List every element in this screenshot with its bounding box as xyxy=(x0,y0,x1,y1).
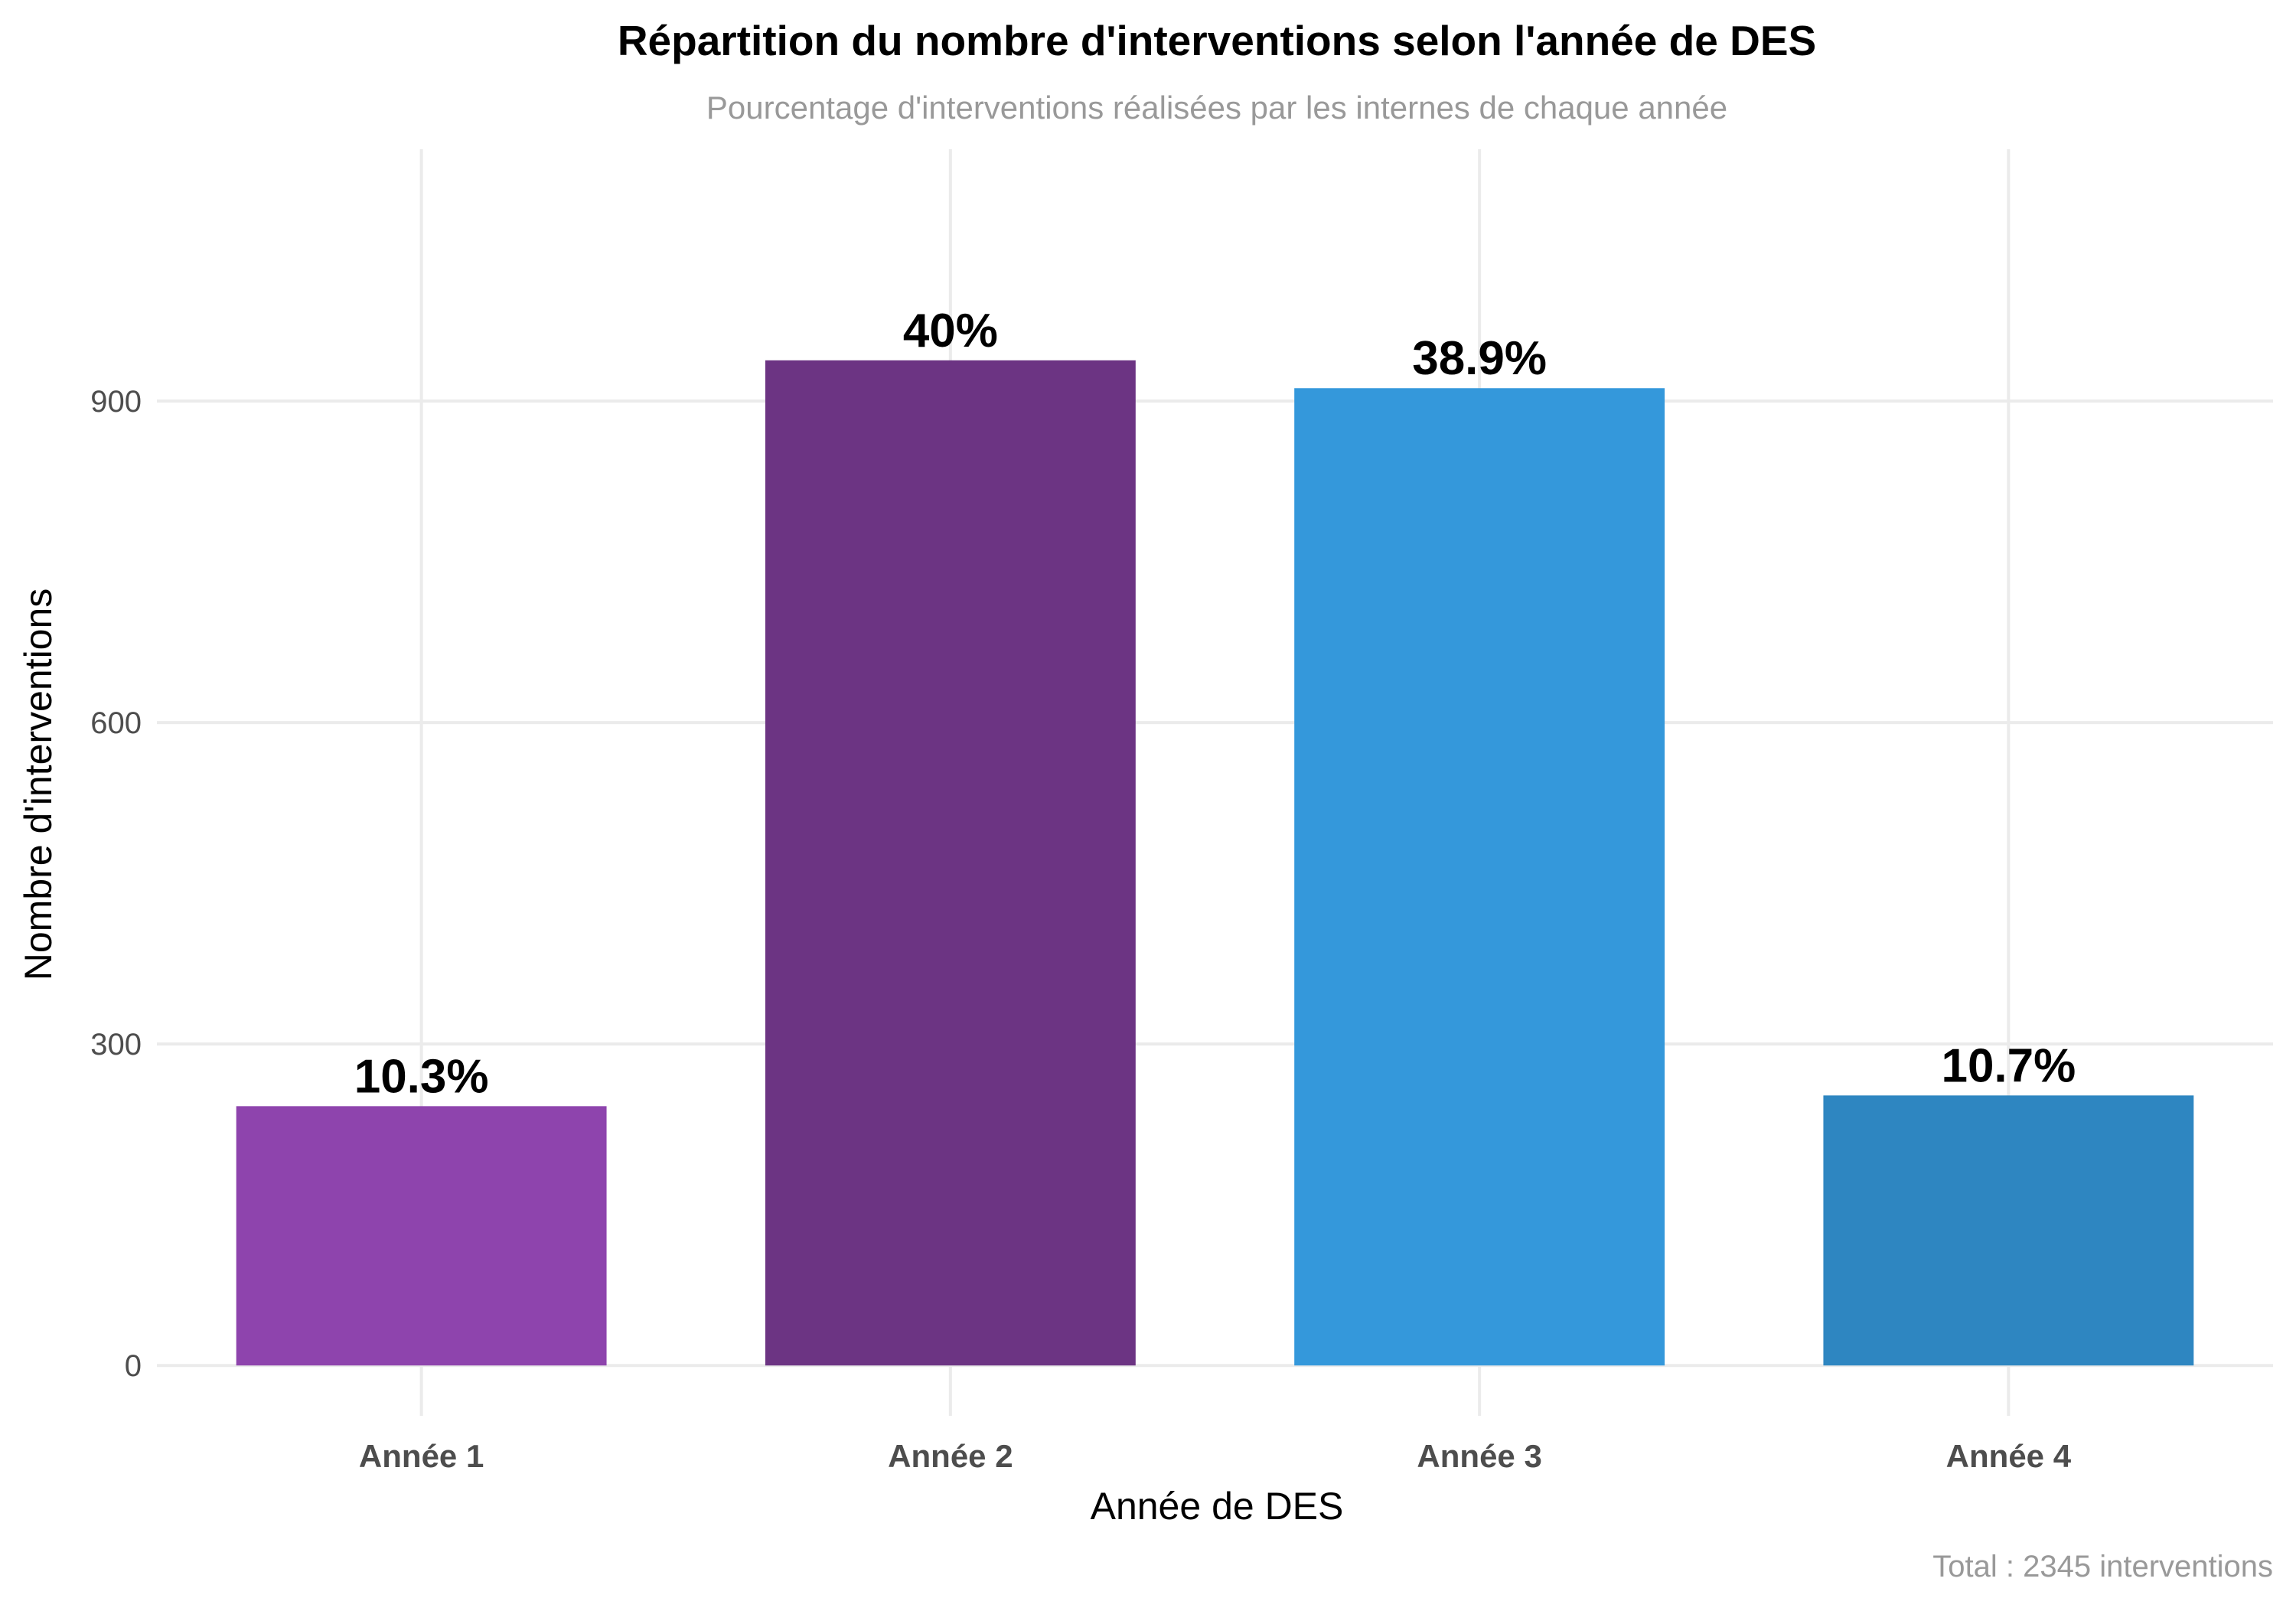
x-axis-title: Année de DES xyxy=(1091,1485,1344,1528)
bar-value-label: 10.7% xyxy=(1941,1039,2076,1092)
chart-subtitle: Pourcentage d'interventions réalisées pa… xyxy=(706,90,1727,126)
y-axis-title: Nombre d'interventions xyxy=(17,589,60,981)
x-axis-ticks: Année 1 Année 2 Année 3 Année 4 xyxy=(359,1438,2072,1474)
x-tick-label: Année 1 xyxy=(359,1438,484,1474)
x-tick-label: Année 2 xyxy=(888,1438,1013,1474)
bar xyxy=(1823,1095,2194,1366)
bar xyxy=(1294,388,1665,1366)
bar-value-label: 38.9% xyxy=(1412,332,1547,385)
bar-value-label: 40% xyxy=(903,305,998,357)
y-tick-label: 300 xyxy=(90,1028,142,1061)
y-tick-label: 900 xyxy=(90,385,142,419)
x-tick-label: Année 3 xyxy=(1417,1438,1541,1474)
chart-title: Répartition du nombre d'interventions se… xyxy=(618,17,1816,64)
y-tick-label: 600 xyxy=(90,706,142,740)
bars xyxy=(236,360,2194,1366)
y-axis-ticks: 0 300 600 900 xyxy=(90,385,142,1383)
bar xyxy=(236,1106,607,1366)
bar-value-label: 10.3% xyxy=(354,1050,489,1103)
chart-caption: Total : 2345 interventions xyxy=(1932,1550,2273,1583)
x-tick-label: Année 4 xyxy=(1946,1438,2072,1474)
y-tick-label: 0 xyxy=(125,1349,142,1383)
bar xyxy=(765,360,1136,1366)
data-labels: 10.3% 40% 38.9% 10.7% xyxy=(354,305,2076,1104)
